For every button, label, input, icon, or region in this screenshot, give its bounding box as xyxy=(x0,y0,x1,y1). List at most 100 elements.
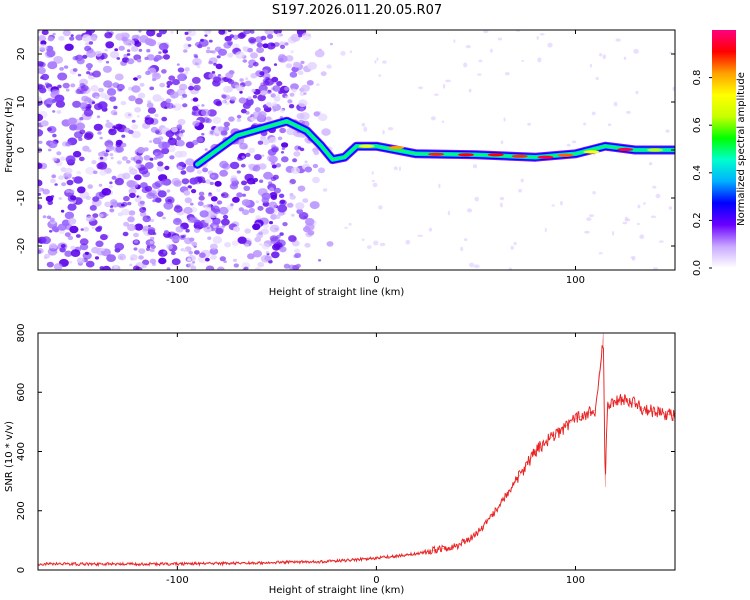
speckle xyxy=(361,122,366,127)
speckle xyxy=(154,180,163,188)
speckle xyxy=(164,230,169,234)
speckle xyxy=(252,111,263,120)
speckle xyxy=(128,129,134,135)
speckle xyxy=(95,50,103,57)
speckle xyxy=(270,161,276,166)
speckle xyxy=(259,179,264,183)
speckle xyxy=(49,243,58,250)
speckle xyxy=(321,128,331,136)
speckle xyxy=(361,238,365,241)
speckle xyxy=(176,63,180,66)
speckle xyxy=(256,47,264,54)
speckle xyxy=(184,197,192,204)
speckle xyxy=(187,258,192,262)
speckle xyxy=(254,154,262,161)
speckle xyxy=(344,226,348,229)
speckle xyxy=(284,95,289,99)
speckle xyxy=(138,248,146,255)
speckle xyxy=(236,114,242,119)
x-axis-label: Height of straight line (km) xyxy=(269,585,405,596)
speckle xyxy=(307,62,318,70)
speckle xyxy=(250,52,258,59)
speckle xyxy=(237,236,247,244)
speckle xyxy=(162,216,166,220)
speckle xyxy=(238,97,247,104)
speckle xyxy=(46,97,53,103)
speckle xyxy=(77,73,82,77)
speckle xyxy=(130,254,138,261)
speckle xyxy=(179,234,186,240)
speckle xyxy=(133,77,138,81)
speckle xyxy=(190,202,194,206)
speckle xyxy=(64,232,71,238)
colorbar-label: Normalized spectral amplitude xyxy=(736,72,747,226)
speckle xyxy=(417,86,424,90)
speckle xyxy=(265,101,272,107)
speckle xyxy=(72,150,82,158)
speckle xyxy=(230,96,237,102)
speckle xyxy=(135,98,143,105)
speckle xyxy=(67,203,77,211)
speckle xyxy=(225,72,234,79)
speckle xyxy=(275,163,282,168)
speckle xyxy=(106,144,115,151)
speckle xyxy=(598,252,603,255)
speckle xyxy=(123,54,128,58)
speckle xyxy=(80,228,84,231)
speckle xyxy=(205,257,210,262)
speckle xyxy=(70,36,74,40)
speckle xyxy=(178,133,184,138)
speckle xyxy=(53,263,63,270)
speckle xyxy=(297,70,304,76)
y-tick-label: -10 xyxy=(16,190,27,206)
speckle xyxy=(88,41,94,45)
speckle xyxy=(430,116,436,121)
speckle xyxy=(630,256,636,259)
speckle xyxy=(669,51,673,54)
speckle xyxy=(293,254,299,259)
speckle xyxy=(192,97,199,102)
speckle xyxy=(225,102,230,105)
x-tick-label: 100 xyxy=(566,275,585,286)
speckle xyxy=(186,165,195,173)
speckle xyxy=(121,134,126,138)
speckle xyxy=(70,83,76,88)
speckle xyxy=(146,49,151,53)
speckle xyxy=(474,196,479,202)
speckle xyxy=(500,202,503,208)
speckle xyxy=(518,188,522,193)
speckle xyxy=(194,62,199,66)
speckle xyxy=(149,240,154,244)
speckle xyxy=(204,34,208,37)
speckle xyxy=(520,178,524,183)
speckle xyxy=(146,54,155,61)
speckle xyxy=(257,261,265,268)
speckle xyxy=(50,178,56,184)
speckle xyxy=(72,68,78,72)
colorbar xyxy=(712,30,736,268)
speckle xyxy=(169,91,179,99)
speckle xyxy=(270,93,276,98)
speckle xyxy=(242,102,251,109)
speckle xyxy=(188,85,194,91)
speckle xyxy=(64,43,74,51)
speckle xyxy=(214,180,222,187)
speckle xyxy=(95,240,104,248)
speckle xyxy=(222,100,226,104)
speckle xyxy=(135,159,142,165)
speckle xyxy=(69,124,78,131)
speckle xyxy=(243,185,251,191)
speckle xyxy=(152,72,161,80)
speckle xyxy=(152,94,162,102)
speckle xyxy=(637,204,641,209)
speckle xyxy=(276,93,281,97)
speckle xyxy=(64,167,73,175)
speckle xyxy=(196,104,200,107)
speckle xyxy=(91,160,97,165)
speckle xyxy=(90,85,99,92)
speckle xyxy=(62,82,70,89)
speckle xyxy=(92,170,98,175)
speckle xyxy=(175,226,184,233)
speckle xyxy=(40,76,44,80)
speckle xyxy=(500,140,504,145)
